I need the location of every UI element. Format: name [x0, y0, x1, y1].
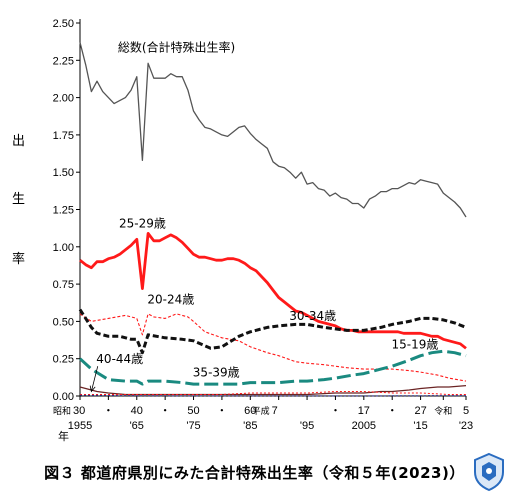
y-tick-label: 0.50 [53, 316, 74, 328]
axes: 0.00 0.25 0.50 0.75 1.00 1.25 1.50 1.75 2.00 2.25… [53, 18, 474, 432]
x-tick-label: 7 [272, 405, 278, 417]
x-tick-label: ・ [103, 405, 114, 417]
series-label-6: 35-39歳 [193, 366, 240, 380]
series-label-3: 30-34歳 [289, 309, 336, 323]
annotation-arrow-head [89, 385, 96, 393]
series-line-2 [79, 313, 467, 382]
x-tick-label-year: '15 [413, 420, 427, 432]
x-tick-label-year: '75 [186, 420, 200, 432]
x-era-label: 平成 [252, 405, 270, 416]
x-tick-label: 27 [414, 405, 426, 417]
x-tick-label: 30 [73, 405, 85, 417]
x-tick-label: 50 [187, 405, 199, 417]
y-tick-label: 2.00 [53, 93, 74, 105]
y-tick-label: 2.25 [53, 55, 74, 67]
y-axis-label-char-3: 率 [12, 252, 26, 267]
series-line-4 [78, 349, 467, 386]
x-tick-label: ・ [330, 405, 341, 417]
y-tick-label: 1.00 [53, 242, 74, 254]
x-tick-label-year: 2005 [352, 420, 376, 432]
x-tick-label: 40 [131, 405, 143, 417]
y-tick-label: 0.25 [53, 354, 74, 366]
series-label-2: 20-24歳 [147, 292, 194, 306]
series-line-3 [78, 308, 467, 355]
annotation-arrow-line [90, 366, 99, 392]
series-label-0: 総数(合計特殊出生率) [118, 39, 235, 54]
x-tick-label: ・ [216, 405, 227, 417]
series-label-5: 40-44歳 [96, 352, 143, 366]
x-tick-label: 60 [244, 405, 256, 417]
annotations: 総数(合計特殊出生率) 25-29歳 20-24歳 30-34歳 15-19歳 40-44… [89, 39, 438, 393]
y-axis-label-char-1: 出 [12, 134, 26, 149]
y-tick-label: 0.75 [53, 279, 74, 291]
y-tick-label: 1.50 [53, 167, 74, 179]
series-line-5 [79, 385, 467, 396]
x-tick-label-year: '23 [459, 420, 473, 432]
y-tick-label: 1.75 [53, 130, 74, 142]
y-tick-label: 0.00 [53, 391, 74, 403]
series-line-1 [79, 231, 467, 350]
series-label-1: 25-29歳 [119, 216, 166, 230]
y-tick-label: 1.25 [53, 205, 74, 217]
series-lines [78, 42, 467, 397]
x-tick-label-year: 1955 [68, 420, 92, 432]
y-axis-label-char-2: 生 [12, 192, 26, 207]
x-tick-label: 5 [463, 405, 469, 417]
x-tick-label: ・ [160, 405, 171, 417]
x-axis-unit: 年 [58, 431, 69, 443]
series-line-7 [79, 394, 467, 397]
chart-caption: 図３ 都道府県別にみた合計特殊出生率（令和５年(2023)） [44, 464, 465, 482]
series-line-0 [79, 42, 467, 218]
x-tick-label-year: '85 [243, 420, 257, 432]
y-tick-label: 2.50 [53, 18, 74, 30]
shield-logo-icon [474, 452, 504, 492]
x-era-label: 令和 [434, 405, 452, 416]
x-tick-label-year: '95 [300, 420, 314, 432]
series-label-4: 15-19歳 [391, 337, 438, 351]
x-tick-label: 17 [358, 405, 370, 417]
x-era-label: 昭和 [53, 406, 71, 416]
x-tick-label: ・ [387, 405, 398, 417]
x-tick-label-year: '65 [130, 420, 144, 432]
